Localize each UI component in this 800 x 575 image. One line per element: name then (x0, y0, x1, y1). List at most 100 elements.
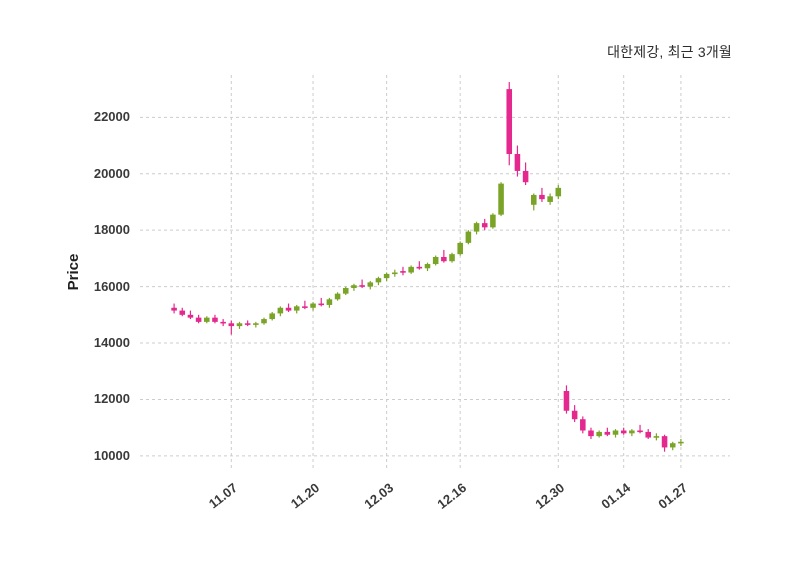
candle-down (228, 320, 235, 335)
candle-body (449, 254, 455, 262)
candle-up (269, 312, 275, 321)
candle-body (416, 266, 423, 269)
candle-body (310, 303, 316, 308)
candle-body (342, 288, 349, 294)
candle-down (212, 314, 218, 324)
candle-body (351, 285, 357, 289)
y-axis-label: Price (65, 253, 82, 291)
y-tick-label: 16000 (93, 278, 130, 294)
x-tick-label: 01.14 (598, 480, 633, 512)
candle-up (490, 213, 496, 229)
candle-down (571, 405, 578, 423)
y-tick-label: 14000 (93, 335, 130, 351)
candle-up (204, 316, 210, 324)
candle-body (571, 410, 578, 420)
candle-up (424, 262, 431, 272)
candle-up (498, 182, 504, 217)
candle-down (539, 187, 545, 202)
candle-body (187, 314, 194, 318)
candle-down (620, 427, 627, 435)
y-tick-label: 20000 (93, 165, 130, 181)
candle-body (293, 306, 300, 311)
candle-down (522, 162, 529, 186)
candle-body (334, 293, 341, 300)
candle-up (473, 221, 480, 235)
x-tick-label: 12.16 (434, 480, 470, 512)
candle-up (310, 302, 316, 311)
candle-up (432, 255, 439, 266)
candle-body (171, 307, 177, 311)
candle-body (522, 170, 529, 183)
candle-body (637, 430, 643, 433)
candle-body (253, 323, 259, 325)
candle-up (612, 429, 619, 438)
candle-body (375, 278, 382, 283)
candle-up (342, 286, 349, 296)
candle-body (457, 242, 463, 255)
candle-body (408, 266, 414, 273)
candle-up (367, 280, 374, 290)
candle-up (555, 185, 562, 200)
candle-down (179, 307, 186, 317)
candle-body (629, 430, 635, 434)
candle-body (465, 231, 472, 243)
candle-down (645, 429, 651, 439)
candle-body (195, 317, 202, 322)
candle-body (179, 310, 186, 315)
candle-up (375, 276, 382, 286)
candle-up (669, 441, 676, 451)
candle-body (498, 183, 504, 215)
candle-body (261, 319, 267, 324)
candle-body (506, 89, 513, 154)
candle-body (424, 264, 431, 269)
candle-down (318, 297, 325, 307)
candle-down (400, 266, 406, 276)
candle-body (269, 313, 275, 320)
candle-body (661, 436, 668, 448)
x-tick-label: 12.30 (532, 480, 568, 512)
candle-up (383, 272, 390, 281)
y-tick-label: 10000 (93, 447, 130, 463)
candle-body (367, 282, 374, 287)
candle-body (604, 431, 611, 435)
x-tick-label: 12.03 (360, 480, 396, 512)
candle-body (400, 271, 406, 273)
candle-body (392, 272, 398, 275)
candle-body (678, 441, 684, 444)
candle-down (195, 314, 202, 324)
candle-up (261, 317, 267, 325)
candle-up (408, 265, 414, 274)
candlestick-svg (140, 75, 730, 470)
candle-body (620, 430, 627, 434)
x-tick-label: 01.27 (655, 480, 691, 512)
candle-down (441, 249, 447, 263)
candle-up (449, 252, 455, 263)
candle-up (596, 430, 602, 438)
candle-up (334, 292, 341, 301)
candle-body (612, 430, 619, 435)
candle-body (302, 306, 308, 308)
candle-down (187, 310, 194, 320)
x-tick-label: 11.20 (287, 480, 323, 512)
candle-body (653, 436, 660, 438)
candle-body (563, 391, 570, 411)
y-tick-label: 12000 (93, 391, 130, 407)
y-tick-label: 22000 (93, 109, 130, 125)
candle-body (596, 431, 602, 437)
candle-down (171, 303, 177, 314)
candle-body (326, 299, 333, 305)
candle-up (678, 438, 684, 447)
candle-down (285, 303, 292, 312)
chart-title: 대한제강, 최근 3개월 (607, 44, 732, 60)
candle-up (277, 306, 284, 317)
candle-down (580, 416, 586, 434)
candle-body (539, 194, 545, 200)
y-tick-label: 18000 (93, 222, 130, 238)
candle-body (244, 323, 251, 325)
candle-body (285, 307, 292, 311)
candle-down (220, 319, 226, 327)
candle-up (465, 230, 472, 245)
candle-down (604, 427, 611, 437)
candle-up (530, 193, 537, 211)
